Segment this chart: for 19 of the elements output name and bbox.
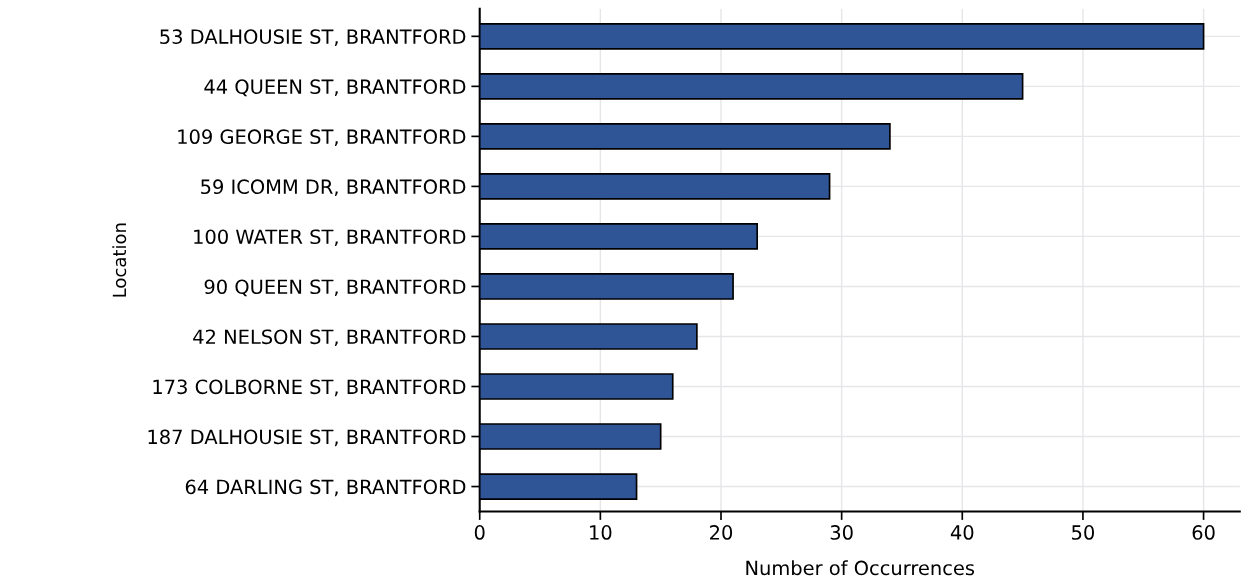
y-tick-label: 90 QUEEN ST, BRANTFORD	[204, 279, 466, 297]
y-tick-label: 53 DALHOUSIE ST, BRANTFORD	[160, 29, 466, 46]
y-tick-label: 187 DALHOUSIE ST, BRANTFORD	[148, 429, 466, 447]
x-tick-label: 40	[950, 525, 974, 540]
y-tick-label: 59 ICOMM DR, BRANTFORD	[201, 179, 466, 197]
y-tick-label: 109 GEORGE ST, BRANTFORD	[178, 129, 466, 147]
x-tick-label: 30	[830, 525, 853, 540]
y-tick-label: 100 WATER ST, BRANTFORD	[194, 229, 466, 247]
x-tick-label: 20	[710, 525, 733, 540]
x-tick-label: 10	[590, 525, 612, 540]
y-tick-label: 173 COLBORNE ST, BRANTFORD	[153, 379, 466, 397]
x-tick-label: 50	[1072, 525, 1095, 540]
y-tick-label: 42 NELSON ST, BRANTFORD	[193, 329, 466, 347]
x-tick-label: 60	[1192, 525, 1215, 540]
x-axis-title: Number of Occurrences	[746, 560, 975, 576]
x-tick-label: 0	[474, 525, 485, 540]
y-axis-title: Location	[112, 223, 127, 297]
y-tick-label: 64 DARLING ST, BRANTFORD	[185, 479, 466, 497]
y-tick-label: 44 QUEEN ST, BRANTFORD	[204, 79, 466, 97]
